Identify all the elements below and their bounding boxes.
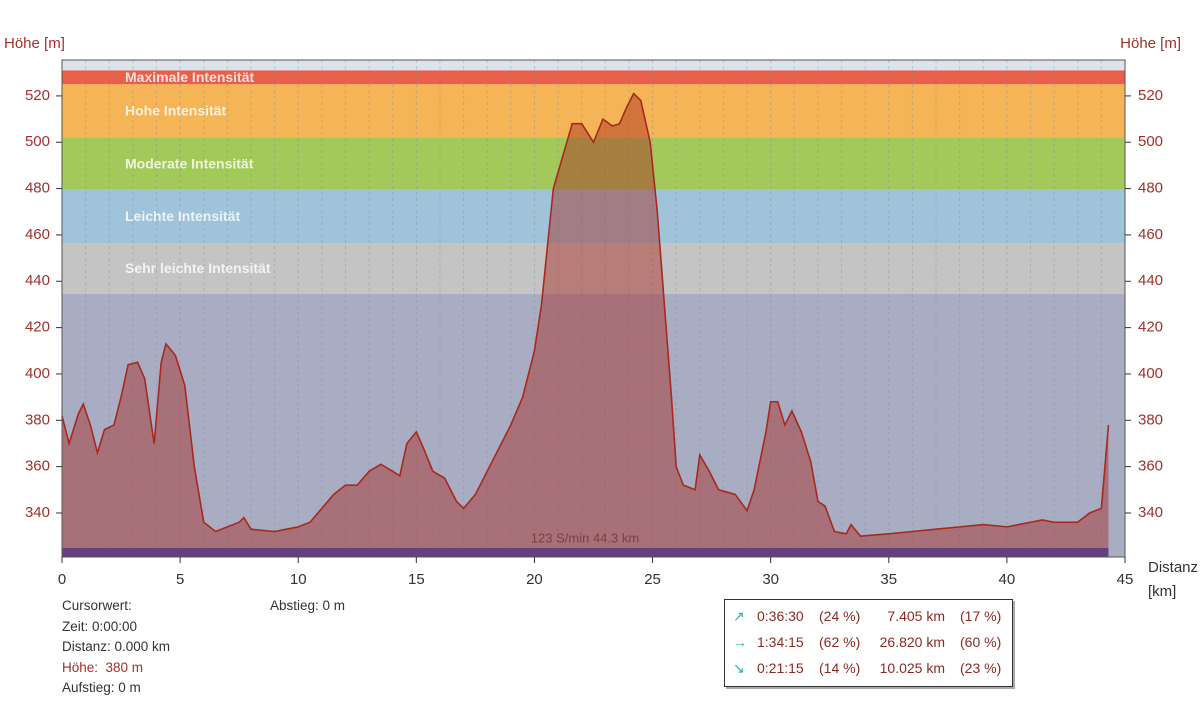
y2-tick-label: 440 [1138, 272, 1163, 289]
cursor-ascent: Aufstieg: 0 m [62, 680, 141, 695]
zone-label: Hohe Intensität [125, 103, 226, 119]
elevation-line [61, 92, 1110, 537]
cursor-height: Höhe: 380 m [62, 660, 144, 675]
y-tick-label: 460 [25, 226, 50, 243]
summary-cell: 1:34:15 [757, 634, 804, 650]
x-tick-label: 10 [290, 571, 307, 588]
row-icon: ↗ [733, 608, 745, 624]
y-tick-label: 400 [25, 365, 50, 382]
summary-cell: (17 %) [960, 608, 1002, 624]
zone-label: Sehr leichte Intensität [125, 260, 271, 276]
summary-cell: (60 %) [960, 634, 1002, 650]
plot-frame [61, 59, 1126, 558]
summary-cell: (23 %) [960, 660, 1002, 676]
summary-cell: (62 %) [819, 634, 861, 650]
y-axis-label: Höhe [m] [4, 35, 65, 52]
summary-cell: (14 %) [819, 660, 861, 676]
cursor-descent: Abstieg: 0 m [270, 598, 346, 613]
y2-tick-label: 360 [1138, 458, 1163, 475]
zone-band [62, 70, 1125, 85]
zone-band [62, 243, 1125, 295]
y2-tick-label: 340 [1138, 504, 1163, 521]
cursor-distance: Distanz: 0.000 km [62, 639, 171, 654]
zone-band [62, 189, 1125, 244]
y-tick-label: 440 [25, 272, 50, 289]
chart: Höhe [m] Höhe [m] Maximale Intensität Hoh… [4, 35, 1181, 588]
x-tick-label: 15 [408, 571, 425, 588]
cursor-title: Cursorwert: [62, 598, 132, 613]
summary-row: ↘ 0:21:15 (14 %) 10.025 km (23 %) [725, 660, 1012, 680]
zone-band [62, 84, 1125, 138]
y2-tick-label: 460 [1138, 226, 1163, 243]
x-tick-label: 20 [526, 571, 543, 588]
zone-band [62, 137, 1125, 190]
y-tick-label: 360 [25, 458, 50, 475]
zone-label: Leichte Intensität [125, 208, 240, 224]
cadence-strip [62, 548, 1109, 557]
x-tick-label: 5 [176, 571, 184, 588]
summary-table: ↗ 0:36:30 (24 %) 7.405 km (17 %) → 1:34:15 (62 … [724, 599, 1013, 687]
summary-cell: 10.025 km [879, 660, 945, 676]
x-tick-label: 35 [880, 571, 897, 588]
y2-tick-label: 380 [1138, 411, 1163, 428]
x-tick-label: 40 [999, 571, 1016, 588]
row-icon: → [733, 634, 747, 650]
y-tick-label: 520 [25, 87, 50, 104]
y-tick-label: 480 [25, 180, 50, 197]
y2-tick-label: 500 [1138, 133, 1163, 150]
y-tick-label: 420 [25, 319, 50, 336]
summary-cell: (24 %) [819, 608, 861, 624]
x-tick-label: 45 [1117, 571, 1134, 588]
x-tick-label: 0 [58, 571, 66, 588]
summary-cell: 0:36:30 [757, 608, 804, 624]
elevation-area [62, 93, 1109, 557]
zone-label: Maximale Intensität [125, 69, 254, 85]
x-axis-label: Distanz [km] [1148, 559, 1199, 600]
y2-tick-label: 520 [1138, 87, 1163, 104]
zone-label: Moderate Intensität [125, 155, 254, 171]
plot-base [62, 294, 1125, 557]
summary-cell: 0:21:15 [757, 660, 804, 676]
summary-cell: 26.820 km [879, 634, 945, 650]
cursor-time: Zeit: 0:00:00 [62, 619, 138, 634]
summary-cell: 7.405 km [887, 608, 945, 624]
y-tick-label: 500 [25, 133, 50, 150]
summary-row: → 1:34:15 (62 %) 26.820 km (60 %) [725, 634, 1012, 654]
summary-row: ↗ 0:36:30 (24 %) 7.405 km (17 %) [725, 608, 1012, 628]
strip-label: 123 S/min 44.3 km [531, 530, 639, 545]
y2-axis-label: Höhe [m] [1120, 35, 1181, 52]
x-tick-label: 25 [644, 571, 661, 588]
x-tick-label: 30 [762, 571, 779, 588]
row-icon: ↘ [733, 660, 745, 676]
y2-tick-label: 420 [1138, 319, 1163, 336]
y-tick-label: 340 [25, 504, 50, 521]
y2-tick-label: 400 [1138, 365, 1163, 382]
y2-tick-label: 480 [1138, 180, 1163, 197]
y-tick-label: 380 [25, 411, 50, 428]
